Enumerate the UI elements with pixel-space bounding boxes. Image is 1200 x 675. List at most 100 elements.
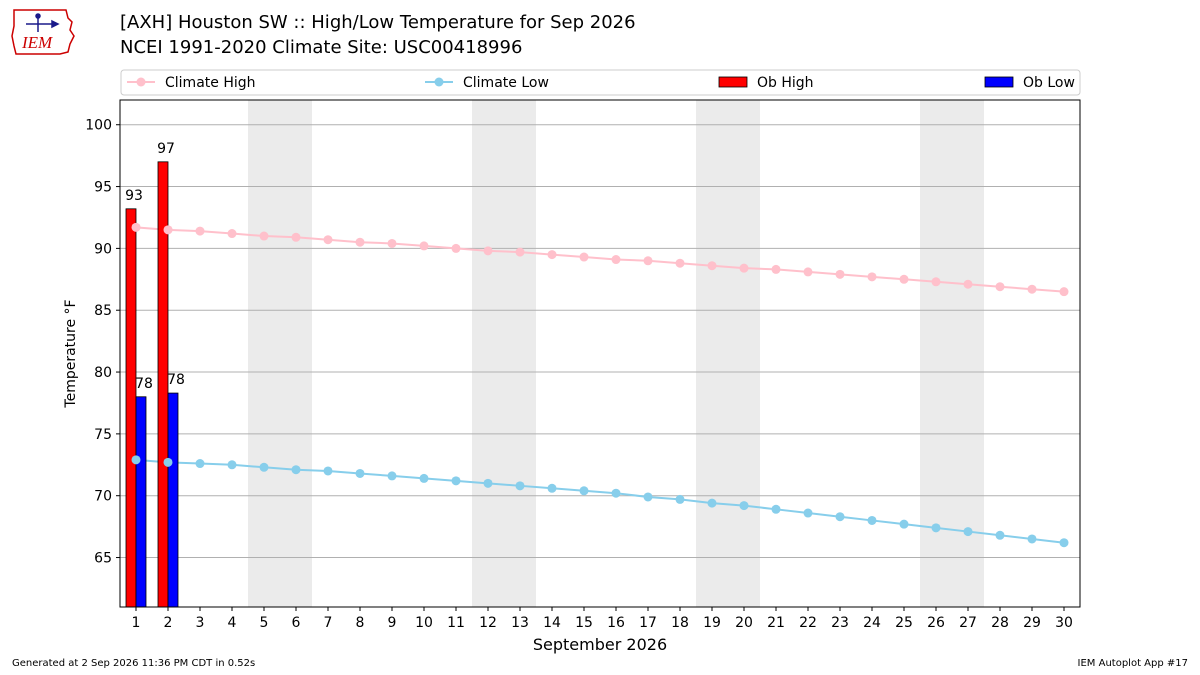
climate-high-point bbox=[1027, 284, 1037, 294]
climate-high-point bbox=[963, 279, 973, 289]
climate-high-point bbox=[131, 222, 141, 232]
weekend-shade-band bbox=[248, 100, 312, 607]
climate-low-point bbox=[707, 498, 717, 508]
x-tick-label: 21 bbox=[767, 615, 785, 631]
x-tick-label: 17 bbox=[639, 615, 657, 631]
y-tick-label: 70 bbox=[94, 489, 112, 505]
climate-high-point bbox=[675, 258, 685, 268]
climate-low-point bbox=[419, 473, 429, 483]
plot-frame bbox=[119, 99, 1081, 608]
weekend-shade-band bbox=[696, 100, 760, 607]
climate-high-point bbox=[995, 282, 1005, 292]
chart-title-line2: NCEI 1991-2020 Climate Site: USC00418996 bbox=[120, 37, 523, 58]
climate-low-point bbox=[483, 478, 493, 488]
climate-high-point bbox=[643, 256, 653, 266]
climate-low-point bbox=[995, 530, 1005, 540]
climate-high-point bbox=[515, 247, 525, 257]
x-tick-label: 7 bbox=[324, 615, 333, 631]
y-axis-label: Temperature °F bbox=[63, 299, 79, 408]
climate-low-point bbox=[451, 476, 461, 486]
climate-low-point bbox=[227, 460, 237, 470]
climate-high-point bbox=[483, 246, 493, 256]
climate-low-point bbox=[1059, 538, 1069, 548]
x-tick-label: 5 bbox=[260, 615, 269, 631]
climate-high-point bbox=[899, 274, 909, 284]
climate-high-point bbox=[163, 225, 173, 235]
iowa-outline-shape bbox=[11, 9, 75, 55]
climate-low-point bbox=[195, 459, 205, 469]
climate-high-point bbox=[1059, 287, 1069, 297]
climate-high-point bbox=[803, 267, 813, 277]
climate-low-point bbox=[579, 486, 589, 496]
climate-high-point bbox=[227, 229, 237, 239]
climate-low-line bbox=[135, 458, 1065, 544]
climate-low-point bbox=[387, 471, 397, 481]
x-tick-label: 22 bbox=[799, 615, 817, 631]
x-axis-label: September 2026 bbox=[533, 635, 667, 654]
climate-low-point bbox=[163, 457, 173, 467]
y-tick-label: 75 bbox=[94, 427, 112, 443]
x-tick-label: 30 bbox=[1055, 615, 1073, 631]
climate-high-point bbox=[867, 272, 877, 282]
climate-low-point bbox=[611, 488, 621, 498]
x-tick-label: 9 bbox=[388, 615, 397, 631]
weekend-shade-band bbox=[472, 100, 536, 607]
legend-label: Ob Low bbox=[1023, 75, 1075, 91]
climate-low-point bbox=[899, 519, 909, 529]
ob-low-data-label: 78 bbox=[135, 376, 153, 392]
climate-low-point bbox=[867, 515, 877, 525]
climate-high-point bbox=[771, 264, 781, 274]
x-tick-label: 27 bbox=[959, 615, 977, 631]
climate-low-point bbox=[739, 501, 749, 511]
x-tick-label: 19 bbox=[703, 615, 721, 631]
x-tick-label: 14 bbox=[543, 615, 561, 631]
weather-vane-icon bbox=[26, 13, 60, 32]
climate-low-point bbox=[835, 512, 845, 522]
climate-low-point bbox=[291, 465, 301, 475]
climate-high-point bbox=[579, 252, 589, 262]
legend-label: Ob High bbox=[757, 75, 814, 91]
app-id-label: IEM Autoplot App #17 bbox=[1077, 658, 1188, 669]
climate-low-point bbox=[931, 523, 941, 533]
ob-high-data-label: 97 bbox=[157, 141, 175, 157]
climate-high-point bbox=[611, 255, 621, 265]
climate-low-point bbox=[323, 466, 333, 476]
chart-title-line1: [AXH] Houston SW :: High/Low Temperature… bbox=[120, 12, 636, 33]
ob-high-bar bbox=[125, 208, 137, 608]
climate-high-point bbox=[835, 269, 845, 279]
climate-low-point bbox=[131, 455, 141, 465]
x-tick-label: 18 bbox=[671, 615, 689, 631]
ob-low-data-label: 78 bbox=[167, 372, 185, 388]
legend-label: Climate Low bbox=[463, 75, 549, 91]
x-tick-label: 16 bbox=[607, 615, 625, 631]
climate-high-point bbox=[739, 263, 749, 273]
x-tick-label: 3 bbox=[196, 615, 205, 631]
climate-high-point bbox=[451, 243, 461, 253]
climate-low-point bbox=[259, 462, 269, 472]
climate-low-point bbox=[643, 492, 653, 502]
legend-swatch-marker bbox=[136, 77, 146, 87]
climate-high-point bbox=[259, 231, 269, 241]
legend-box bbox=[120, 69, 1081, 96]
generated-timestamp: Generated at 2 Sep 2026 11:36 PM CDT in … bbox=[12, 658, 256, 669]
x-tick-label: 13 bbox=[511, 615, 529, 631]
x-tick-label: 15 bbox=[575, 615, 593, 631]
y-tick-label: 80 bbox=[94, 365, 112, 381]
climate-low-point bbox=[355, 468, 365, 478]
x-tick-label: 12 bbox=[479, 615, 497, 631]
iem-logo: IEM bbox=[11, 9, 75, 55]
y-tick-label: 65 bbox=[94, 551, 112, 567]
x-tick-label: 29 bbox=[1023, 615, 1041, 631]
climate-low-point bbox=[515, 481, 525, 491]
climate-low-point bbox=[771, 504, 781, 514]
weekend-shade-band bbox=[920, 100, 984, 607]
climate-low-point bbox=[1027, 534, 1037, 544]
x-tick-label: 4 bbox=[228, 615, 237, 631]
climate-high-point bbox=[323, 235, 333, 245]
x-tick-label: 23 bbox=[831, 615, 849, 631]
y-tick-label: 95 bbox=[94, 180, 112, 196]
climate-high-line bbox=[135, 226, 1065, 293]
legend: Climate High Climate Low Ob High Ob Low bbox=[120, 69, 1081, 96]
